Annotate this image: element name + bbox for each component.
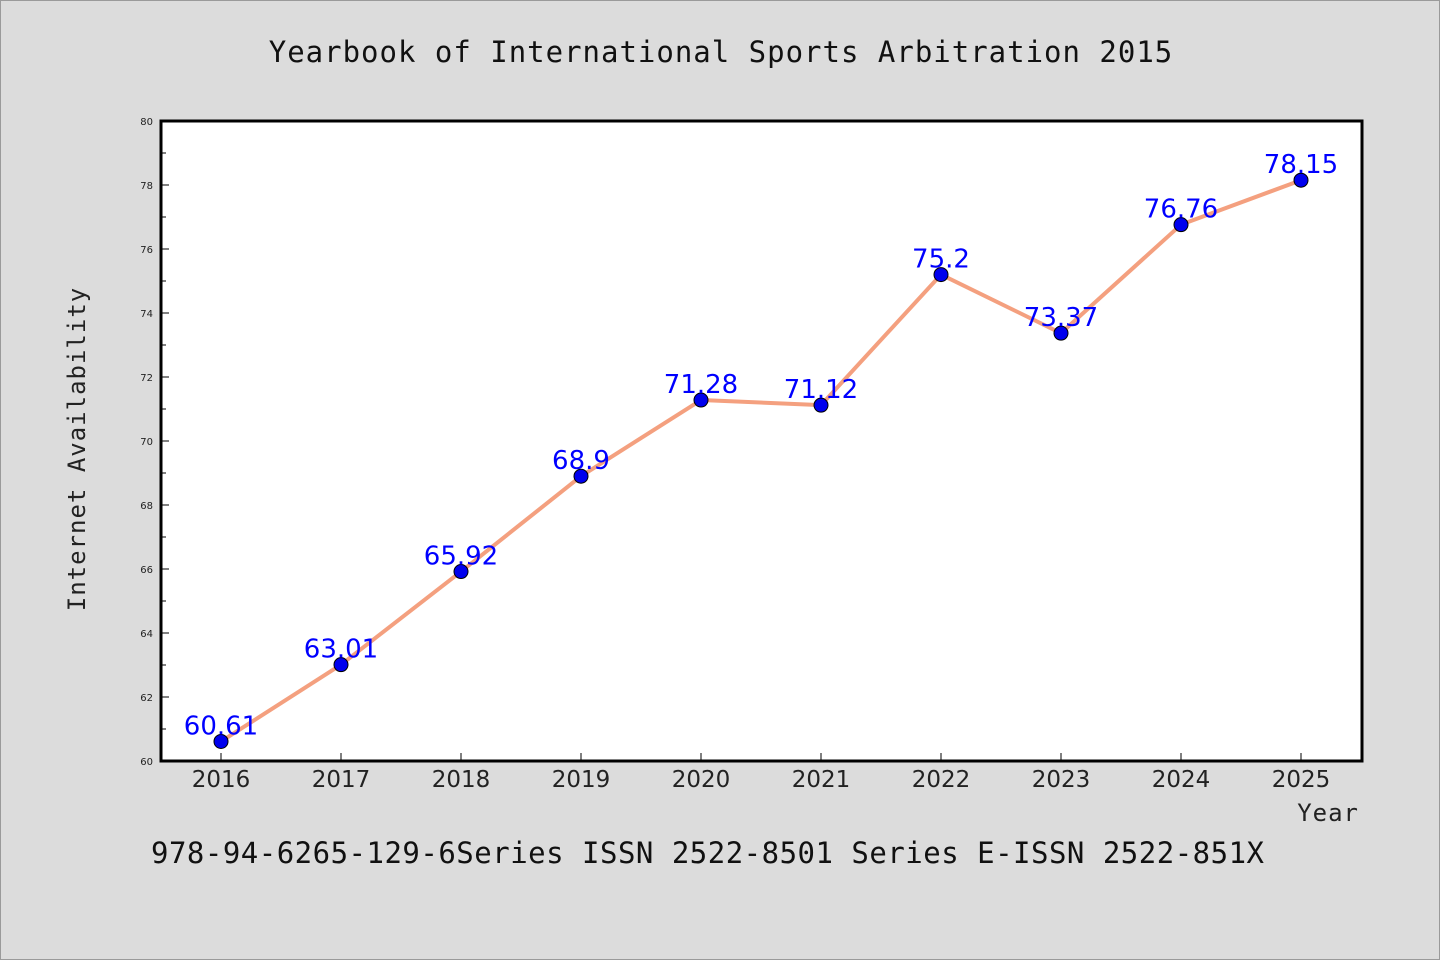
plot-area — [161, 121, 1362, 761]
x-axis-title: Year — [1297, 799, 1359, 827]
data-label: 63.01 — [304, 635, 378, 665]
data-point — [453, 564, 469, 580]
y-tick-label: 74 — [140, 309, 153, 320]
data-point — [1173, 217, 1189, 233]
data-label: 71.12 — [784, 375, 858, 405]
plot-border — [159, 119, 1364, 763]
y-tick-label: 72 — [140, 373, 153, 384]
x-tick-label: 2019 — [552, 767, 611, 793]
data-point — [573, 468, 589, 484]
data-label: 68.9 — [552, 446, 610, 476]
y-tick-label: 70 — [140, 437, 153, 448]
x-tick-label: 2018 — [432, 767, 491, 793]
data-label: 75.2 — [912, 245, 970, 275]
y-axis: 60 62 64 66 68 70 72 74 76 78 80 — [140, 117, 169, 768]
y-tick-label: 64 — [140, 629, 153, 640]
x-tick-label: 2021 — [792, 767, 851, 793]
y-tick-label: 78 — [140, 181, 153, 192]
y-tick-label: 68 — [140, 501, 153, 512]
data-point — [813, 397, 829, 413]
y-tick-label: 76 — [140, 245, 153, 256]
footer-isbn-text: 978-94-6265-129-6Series ISSN 2522-8501 S… — [151, 836, 1265, 870]
series-line — [219, 178, 1302, 744]
data-point — [693, 392, 709, 408]
chart-title: Yearbook of International Sports Arbitra… — [268, 35, 1174, 69]
x-tick-label: 2016 — [192, 767, 251, 793]
data-labels: 60.61 63.01 65.92 68.9 71.28 71.12 75.2 73.37 76… — [184, 150, 1338, 741]
y-axis-title: Internet Availability — [63, 287, 91, 611]
data-label: 65.92 — [424, 542, 498, 572]
x-tick-label: 2025 — [1272, 767, 1331, 793]
data-label: 73.37 — [1024, 303, 1098, 333]
x-axis: 2016 2017 2018 2019 2020 2021 2022 2023 2024 2025 — [192, 753, 1331, 793]
data-label: 60.61 — [184, 711, 258, 741]
data-markers — [213, 172, 1309, 749]
data-point — [213, 733, 229, 749]
y-tick-label: 60 — [140, 757, 153, 768]
x-tick-label: 2022 — [912, 767, 971, 793]
data-label: 78.15 — [1264, 150, 1338, 180]
x-tick-label: 2024 — [1152, 767, 1211, 793]
data-label: 71.28 — [664, 370, 738, 400]
data-label: 76.76 — [1144, 195, 1218, 225]
data-point — [333, 657, 349, 673]
data-point — [933, 267, 949, 283]
y-tick-label: 62 — [140, 693, 153, 704]
y-tick-label: 66 — [140, 565, 153, 576]
data-point — [1293, 172, 1309, 188]
x-tick-label: 2020 — [672, 767, 731, 793]
y-tick-label: 80 — [140, 117, 153, 128]
x-tick-label: 2017 — [312, 767, 371, 793]
x-tick-label: 2023 — [1032, 767, 1091, 793]
data-point — [1053, 325, 1069, 341]
